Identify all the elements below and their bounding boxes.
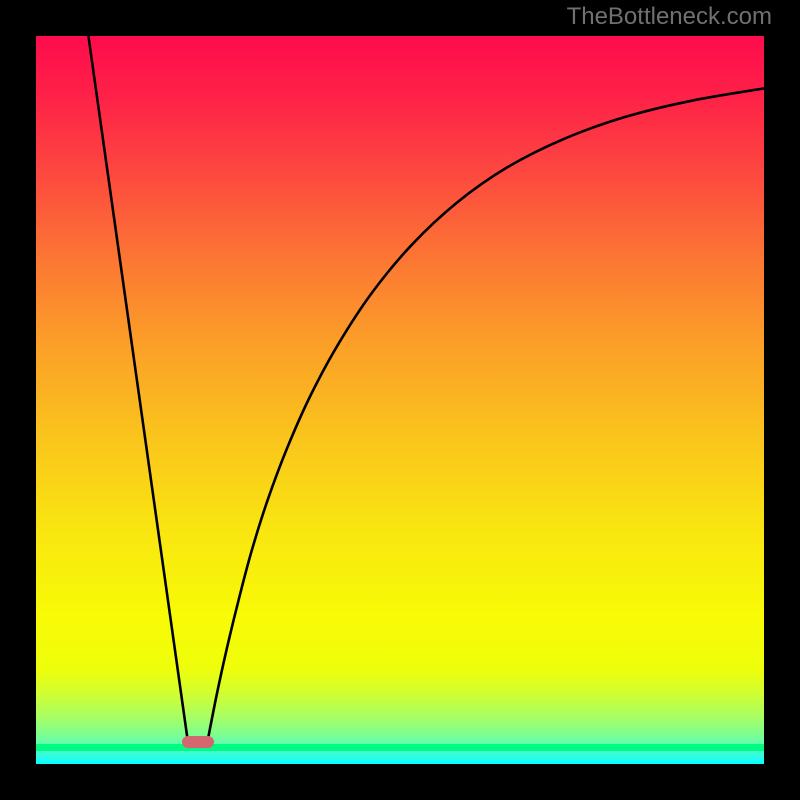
chart-stage: TheBottleneck.com [0, 0, 800, 800]
plot-frame-border [33, 33, 767, 767]
watermark-text: TheBottleneck.com [567, 3, 772, 31]
